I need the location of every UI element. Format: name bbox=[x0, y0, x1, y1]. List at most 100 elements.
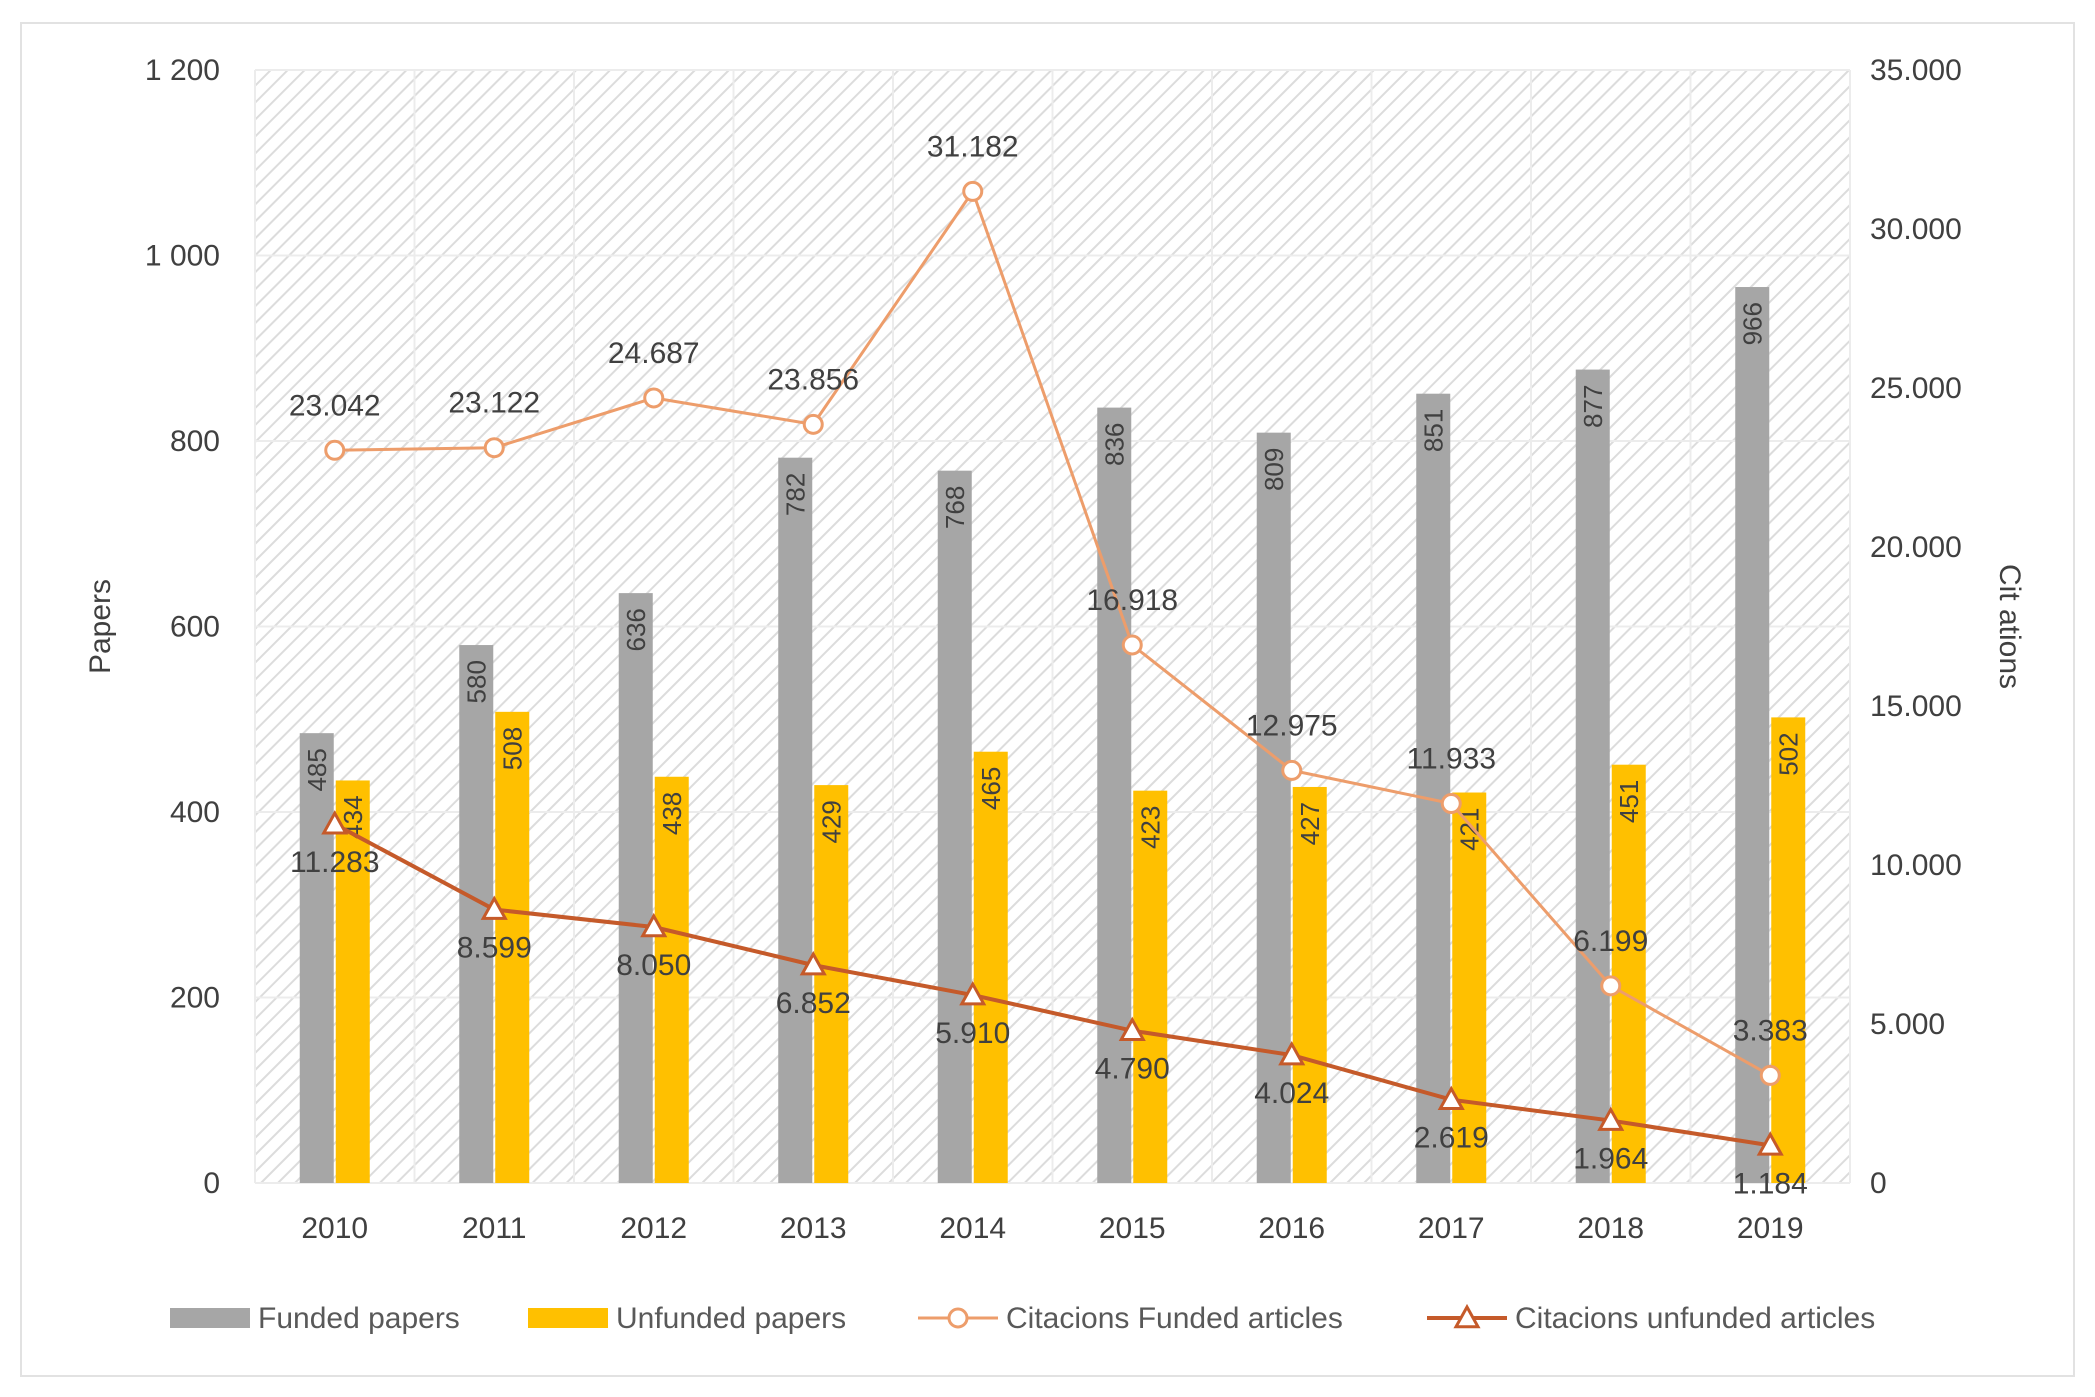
funded-citations-label: 24.687 bbox=[608, 337, 700, 370]
unfunded-citations-label: 6.852 bbox=[776, 987, 851, 1020]
unfunded-citations-label: 4.024 bbox=[1254, 1077, 1329, 1110]
legend-swatch bbox=[528, 1308, 608, 1328]
unfunded-papers-bar-label: 438 bbox=[657, 792, 687, 835]
funded-papers-bar-label: 836 bbox=[1099, 423, 1129, 466]
funded-papers-bar bbox=[937, 470, 972, 1183]
unfunded-citations-marker bbox=[480, 895, 508, 920]
funded-citations-label: 23.042 bbox=[289, 389, 381, 422]
unfunded-papers-bar-label: 427 bbox=[1295, 802, 1325, 845]
legend-marker-circle bbox=[947, 1307, 969, 1329]
unfunded-citations-marker bbox=[799, 951, 827, 976]
unfunded-citations-marker bbox=[321, 810, 349, 835]
y-tick-label: 400 bbox=[170, 796, 220, 829]
x-tick-label: 2011 bbox=[462, 1212, 527, 1245]
funded-papers-bar bbox=[1097, 407, 1132, 1183]
legend-label: Citacions Funded articles bbox=[1006, 1302, 1343, 1335]
x-tick-label: 2014 bbox=[939, 1212, 1006, 1245]
funded-citations-label: 6.199 bbox=[1573, 925, 1648, 958]
funded-papers-bar-label: 877 bbox=[1578, 385, 1608, 428]
funded-citations-label: 31.182 bbox=[927, 130, 1019, 163]
funded-citations-label: 23.122 bbox=[448, 387, 540, 420]
funded-papers-bar bbox=[1416, 393, 1451, 1183]
x-tick-label: 2012 bbox=[620, 1212, 687, 1245]
x-tick-label: 2010 bbox=[301, 1212, 368, 1245]
y2-tick-label: 35.000 bbox=[1870, 54, 1962, 87]
unfunded-citations-label: 4.790 bbox=[1095, 1053, 1170, 1086]
funded-papers-bar bbox=[1256, 432, 1291, 1184]
y-tick-label: 200 bbox=[170, 982, 220, 1015]
funded-papers-bar-label: 485 bbox=[302, 748, 332, 791]
funded-citations-marker bbox=[962, 180, 984, 202]
funded-citations-marker bbox=[324, 439, 346, 461]
funded-papers-bar-label: 809 bbox=[1259, 448, 1289, 491]
unfunded-papers-bar-label: 465 bbox=[976, 767, 1006, 810]
unfunded-papers-bar-label: 508 bbox=[497, 727, 527, 770]
unfunded-citations-label: 11.283 bbox=[290, 846, 380, 879]
legend-item-3: Citacions Funded articles bbox=[918, 1302, 1343, 1335]
unfunded-citations-label: 8.050 bbox=[616, 949, 691, 982]
unfunded-papers-bar bbox=[1611, 764, 1646, 1183]
funded-papers-bar bbox=[778, 457, 813, 1183]
unfunded-citations-marker bbox=[1278, 1040, 1306, 1066]
unfunded-citations-label: 1.184 bbox=[1733, 1167, 1808, 1200]
y2-tick-label: 0 bbox=[1870, 1167, 1887, 1200]
unfunded-papers-bar bbox=[335, 780, 370, 1183]
legend-item-2: Unfunded papers bbox=[528, 1302, 846, 1335]
x-tick-label: 2017 bbox=[1418, 1212, 1485, 1245]
y-tick-label: 1 000 bbox=[145, 240, 220, 273]
funded-citations-marker bbox=[1121, 634, 1143, 656]
unfunded-citations-marker bbox=[959, 980, 987, 1006]
legend-label: Funded papers bbox=[258, 1302, 460, 1335]
funded-citations-label: 23.856 bbox=[767, 363, 859, 396]
unfunded-papers-bar bbox=[1292, 786, 1327, 1183]
unfunded-papers-bar-label: 429 bbox=[816, 800, 846, 843]
legend-label: Citacions unfunded articles bbox=[1515, 1302, 1875, 1335]
funded-citations-marker bbox=[1440, 793, 1462, 815]
unfunded-citations-label: 2.619 bbox=[1414, 1122, 1489, 1155]
funded-papers-bar-label: 580 bbox=[461, 660, 491, 703]
unfunded-papers-bar bbox=[654, 776, 689, 1183]
unfunded-citations-label: 5.910 bbox=[935, 1017, 1010, 1050]
unfunded-papers-bar bbox=[1133, 790, 1168, 1183]
y-tick-label: 800 bbox=[170, 425, 220, 458]
funded-papers-bar-label: 636 bbox=[621, 608, 651, 651]
funded-citations-label: 12.975 bbox=[1246, 709, 1338, 742]
funded-papers-bar-label: 782 bbox=[780, 473, 810, 516]
unfunded-citations-marker bbox=[1437, 1085, 1465, 1111]
unfunded-papers-bar-label: 423 bbox=[1135, 806, 1165, 849]
y2-tick-label: 20.000 bbox=[1870, 531, 1962, 564]
funded-citations-marker bbox=[1600, 975, 1622, 997]
funded-citations-line bbox=[334, 188, 1771, 1077]
legend-item-1: Funded papers bbox=[170, 1302, 460, 1335]
y-tick-label: 600 bbox=[170, 611, 220, 644]
funded-citations-label: 3.383 bbox=[1733, 1014, 1808, 1047]
x-tick-label: 2019 bbox=[1737, 1212, 1804, 1245]
unfunded-papers-bar bbox=[1452, 792, 1487, 1183]
unfunded-citations-marker bbox=[1118, 1016, 1146, 1041]
unfunded-papers-bar bbox=[495, 711, 530, 1183]
funded-citations-label: 11.933 bbox=[1406, 743, 1496, 776]
legend-item-4: Citacions unfunded articles bbox=[1427, 1302, 1875, 1335]
y2-tick-label: 25.000 bbox=[1870, 372, 1962, 405]
funded-papers-bar-label: 966 bbox=[1737, 302, 1767, 345]
funded-papers-bar bbox=[1575, 369, 1610, 1183]
y2-tick-label: 15.000 bbox=[1870, 690, 1962, 723]
unfunded-citations-line bbox=[333, 822, 1771, 1148]
y-tick-label: 1 200 bbox=[145, 54, 220, 87]
unfunded-papers-bar-label: 451 bbox=[1614, 780, 1644, 823]
x-tick-label: 2018 bbox=[1577, 1212, 1644, 1245]
funded-papers-bar bbox=[299, 733, 334, 1183]
funded-citations-marker bbox=[1281, 759, 1303, 781]
funded-citations-marker bbox=[802, 413, 824, 435]
funded-papers-bar-label: 851 bbox=[1418, 409, 1448, 452]
y2-tick-label: 30.000 bbox=[1870, 213, 1962, 246]
y2-axis-title: Cit ations bbox=[1993, 564, 2026, 689]
funded-citations-marker bbox=[483, 437, 505, 459]
funded-papers-bar bbox=[1735, 287, 1770, 1183]
unfunded-papers-bar-label: 502 bbox=[1773, 732, 1803, 775]
y2-tick-label: 10.000 bbox=[1870, 849, 1962, 882]
legend-label: Unfunded papers bbox=[616, 1302, 846, 1335]
funded-citations-marker bbox=[1759, 1064, 1781, 1086]
funded-citations-marker bbox=[643, 387, 665, 409]
